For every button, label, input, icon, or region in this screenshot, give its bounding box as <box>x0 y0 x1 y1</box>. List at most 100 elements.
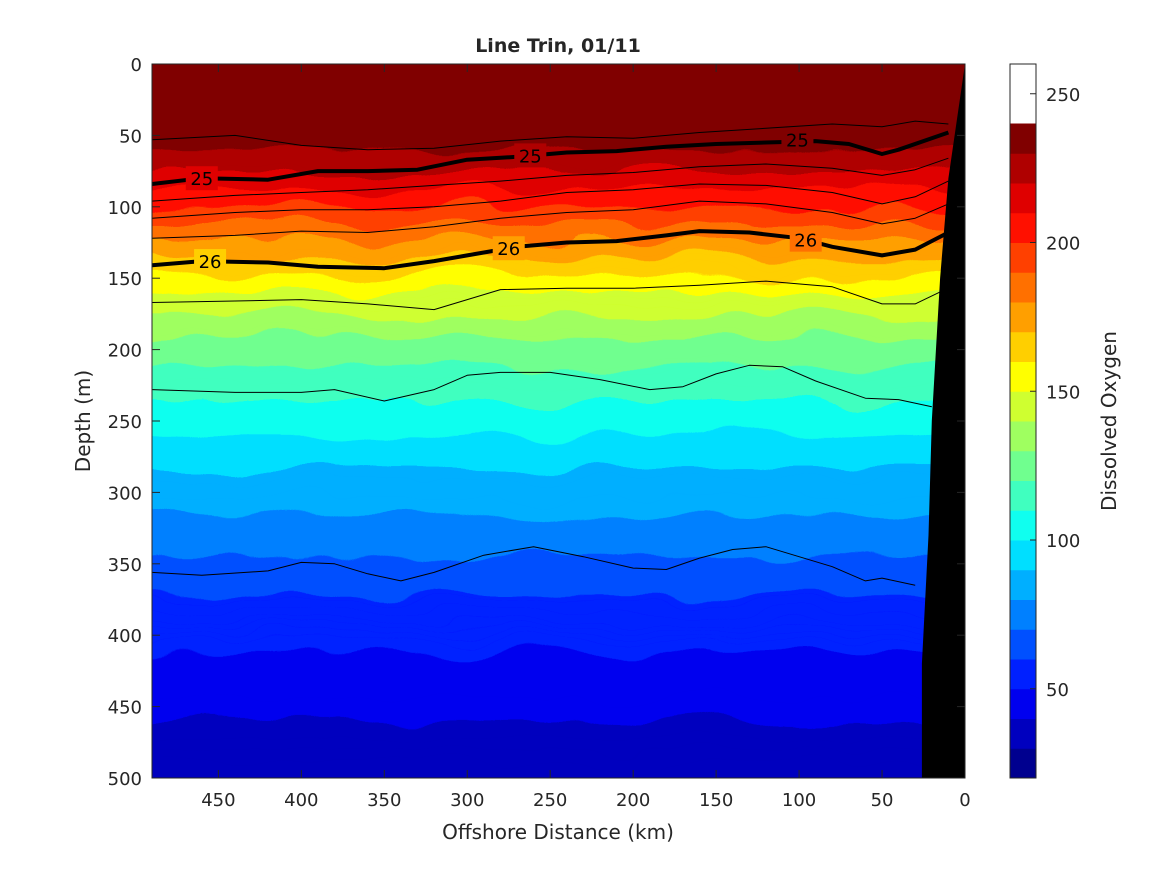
bathymetry-shelf <box>921 64 965 778</box>
y-tick-label: 50 <box>119 126 142 147</box>
oxygen-band <box>152 720 965 728</box>
oxygen-band <box>152 178 965 185</box>
oxygen-band <box>152 378 965 385</box>
colorbar <box>1010 123 1036 779</box>
oxygen-band <box>152 749 965 757</box>
colorbar-swatch <box>1010 153 1036 184</box>
oxygen-band <box>152 463 965 471</box>
oxygen-band <box>152 395 965 403</box>
oxygen-band <box>152 64 965 71</box>
colorbar-swatch <box>1010 599 1036 630</box>
oxygen-band <box>152 423 965 431</box>
oxygen-band <box>152 492 965 500</box>
y-tick-label: 150 <box>108 269 142 290</box>
x-tick-label: 150 <box>699 790 733 811</box>
colorbar-swatch <box>1010 361 1036 392</box>
oxygen-band <box>152 526 965 534</box>
oxygen-band <box>152 618 965 625</box>
oxygen-band <box>152 629 965 637</box>
oxygen-band <box>152 195 965 203</box>
oxygen-band <box>152 760 965 768</box>
oxygen-band <box>152 658 965 665</box>
oxygen-band <box>152 743 965 751</box>
oxygen-band <box>152 281 965 288</box>
colorbar-tick-label: 200 <box>1046 234 1080 255</box>
density-contours: 25 25 25 26 26 26 <box>152 120 950 586</box>
y-tick-label: 0 <box>131 55 142 76</box>
oxygen-band <box>152 515 965 522</box>
density-contour <box>152 200 949 239</box>
oxygen-band <box>152 309 965 317</box>
y-tick-label: 400 <box>108 626 142 647</box>
colorbar-frame <box>1009 63 1037 779</box>
colorbar-swatch <box>1010 123 1036 154</box>
oxygen-band <box>152 772 965 778</box>
y-tick-label: 350 <box>108 555 142 576</box>
chart-title: Line Trin, 01/11 <box>475 35 641 57</box>
oxygen-band <box>152 258 965 265</box>
oxygen-band <box>152 161 965 168</box>
oxygen-band <box>152 383 965 391</box>
oxygen-band <box>152 321 965 328</box>
x-tick-label: 100 <box>782 790 816 811</box>
oxygen-band <box>152 446 965 454</box>
oxygen-band <box>152 566 965 574</box>
oxygen-band <box>152 206 965 214</box>
oxygen-band <box>152 212 965 220</box>
oxygen-band <box>152 126 965 134</box>
x-tick-label: 300 <box>450 790 484 811</box>
oxygen-band <box>152 709 965 717</box>
oxygen-band <box>152 703 965 711</box>
contour-label: 26 <box>794 231 817 252</box>
colorbar-swatch <box>1010 480 1036 511</box>
contour-label: 25 <box>519 146 542 167</box>
oxygen-band <box>152 121 965 128</box>
oxygen-band <box>152 189 965 197</box>
oxygen-band <box>152 652 965 660</box>
oxygen-band <box>152 698 965 705</box>
colorbar-tick-label: 250 <box>1046 85 1080 106</box>
oxygen-band <box>152 646 965 654</box>
oxygen-band <box>152 183 965 191</box>
oxygen-band <box>152 555 965 562</box>
oxygen-band <box>152 498 965 505</box>
oxygen-band <box>152 143 965 151</box>
oxygen-band <box>152 326 965 334</box>
density-contour <box>152 364 932 408</box>
oxygen-band <box>152 738 965 745</box>
oxygen-band <box>152 560 965 568</box>
oxygen-band <box>152 366 965 374</box>
oxygen-band <box>152 532 965 540</box>
x-tick-label: 400 <box>284 790 318 811</box>
contour-label: 25 <box>190 169 213 190</box>
x-tick-label: 0 <box>959 790 970 811</box>
oxygen-band <box>152 486 965 494</box>
x-tick-label: 200 <box>616 790 650 811</box>
contour-label-bg <box>194 249 227 274</box>
oxygen-band <box>152 349 965 357</box>
oxygen-band <box>152 726 965 734</box>
density-contour-bold <box>152 130 950 186</box>
contour-label-bg <box>781 127 814 152</box>
oxygen-band <box>152 595 965 602</box>
oxygen-band <box>152 640 965 648</box>
y-axis-ticks: 0 50 100 150 200 250 300 350 400 450 500 <box>108 55 965 790</box>
oxygen-band <box>152 69 965 77</box>
contour-label-bg <box>492 236 525 261</box>
x-tick-label: 250 <box>533 790 567 811</box>
y-tick-label: 500 <box>108 769 142 790</box>
colorbar-label: Dissolved Oxygen <box>1097 331 1121 511</box>
oxygen-band <box>152 675 965 682</box>
density-contour-bold <box>152 229 950 271</box>
y-axis-label: Depth (m) <box>71 370 95 472</box>
colorbar-swatch <box>1010 183 1036 214</box>
x-tick-label: 350 <box>367 790 401 811</box>
oxygen-band <box>152 469 965 477</box>
oxygen-band <box>152 401 965 408</box>
x-tick-label: 50 <box>871 790 894 811</box>
oxygen-band <box>152 235 965 243</box>
y-tick-label: 200 <box>108 341 142 362</box>
density-contour <box>152 280 946 311</box>
x-axis-label: Offshore Distance (km) <box>442 820 674 844</box>
oxygen-band <box>152 538 965 545</box>
